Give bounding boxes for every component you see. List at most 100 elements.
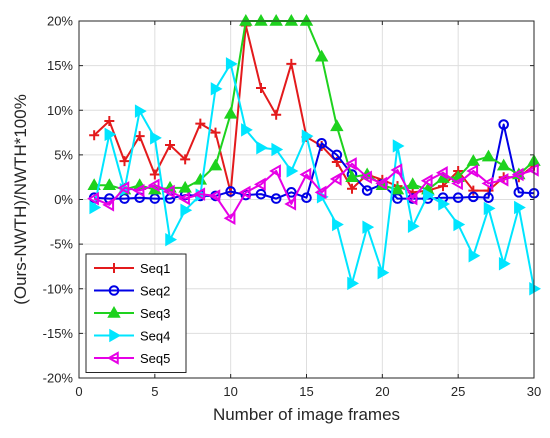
legend: Seq1 Seq2 Seq3 Seq4 Seq5 bbox=[85, 253, 187, 373]
data-point-seq4 bbox=[210, 82, 223, 96]
data-point-seq3 bbox=[314, 49, 329, 62]
legend-label: Seq2 bbox=[140, 284, 170, 299]
y-axis-title: (Ours-NWTH)/NWTH*100% bbox=[11, 94, 30, 305]
y-tick-label: -15% bbox=[43, 326, 74, 341]
data-point-seq5 bbox=[390, 163, 403, 177]
data-point-seq5 bbox=[511, 167, 524, 182]
data-point-seq3 bbox=[269, 13, 283, 26]
data-point-seq4 bbox=[407, 219, 420, 233]
data-point-seq5 bbox=[299, 167, 312, 182]
data-point-seq5 bbox=[375, 176, 388, 191]
data-point-seq5 bbox=[102, 198, 115, 212]
data-point-seq3 bbox=[102, 178, 117, 190]
series-seq5 bbox=[87, 157, 539, 225]
x-tick-label: 25 bbox=[451, 384, 465, 399]
data-point-seq2 bbox=[225, 186, 236, 197]
data-point-seq5 bbox=[526, 163, 539, 177]
data-point-seq4 bbox=[104, 127, 117, 142]
data-point-seq4 bbox=[332, 217, 344, 232]
data-point-seq4 bbox=[286, 164, 299, 178]
data-point-seq2 bbox=[331, 149, 343, 161]
legend-label: Seq3 bbox=[140, 306, 170, 321]
legend-label: Seq4 bbox=[140, 329, 170, 344]
data-point-seq5 bbox=[178, 191, 190, 206]
data-point-seq5 bbox=[451, 176, 463, 191]
data-point-seq1 bbox=[347, 183, 357, 194]
data-point-seq4 bbox=[256, 141, 269, 155]
y-tick-label: 15% bbox=[47, 58, 73, 73]
data-point-seq3 bbox=[239, 13, 253, 26]
data-point-seq3 bbox=[87, 178, 101, 190]
x-axis-title: Number of image frames bbox=[213, 405, 400, 424]
data-point-seq1 bbox=[210, 127, 221, 138]
data-point-seq1 bbox=[180, 154, 191, 165]
x-tick-label: 10 bbox=[223, 384, 237, 399]
data-point-seq5 bbox=[420, 174, 433, 188]
data-point-seq4 bbox=[514, 200, 526, 215]
data-point-seq3 bbox=[178, 180, 192, 193]
data-point-seq5 bbox=[162, 184, 175, 199]
x-tick-label: 20 bbox=[375, 384, 389, 399]
data-point-seq4 bbox=[301, 129, 314, 143]
x-tick-label: 15 bbox=[299, 384, 313, 399]
data-point-seq4 bbox=[225, 57, 238, 71]
data-point-seq4 bbox=[150, 131, 162, 145]
x-tick-label: 5 bbox=[151, 384, 158, 399]
data-point-seq5 bbox=[329, 172, 342, 186]
data-point-seq5 bbox=[481, 176, 494, 191]
data-point-seq2 bbox=[361, 185, 373, 196]
data-point-seq5 bbox=[193, 187, 206, 201]
data-point-seq3 bbox=[330, 119, 344, 132]
legend-swatch-marker bbox=[109, 263, 119, 273]
data-point-seq2 bbox=[483, 192, 494, 204]
data-point-seq5 bbox=[223, 211, 236, 225]
legend-swatch-marker bbox=[107, 305, 121, 318]
data-point-seq3 bbox=[481, 149, 496, 162]
data-point-seq1 bbox=[271, 109, 282, 120]
legend-item-seq1: Seq1 bbox=[94, 261, 170, 276]
data-point-seq5 bbox=[238, 185, 251, 200]
data-point-seq4 bbox=[134, 104, 147, 118]
data-point-seq4 bbox=[362, 220, 375, 234]
data-point-seq4 bbox=[529, 282, 542, 296]
data-point-seq3 bbox=[390, 182, 405, 195]
data-point-seq5 bbox=[253, 177, 266, 192]
y-tick-label: 0% bbox=[54, 192, 73, 207]
y-tick-label: 10% bbox=[47, 103, 73, 118]
legend-swatch-marker bbox=[109, 328, 122, 343]
data-point-seq3 bbox=[299, 13, 314, 26]
data-point-seq2 bbox=[270, 193, 282, 204]
data-point-seq4 bbox=[423, 188, 435, 202]
legend-swatch-marker bbox=[108, 285, 120, 296]
data-point-seq4 bbox=[377, 265, 390, 280]
data-point-seq1 bbox=[149, 169, 160, 180]
data-point-seq4 bbox=[468, 249, 481, 263]
legend-label: Seq5 bbox=[140, 351, 170, 366]
data-point-seq2 bbox=[301, 192, 312, 204]
data-point-seq5 bbox=[284, 197, 297, 211]
data-point-seq5 bbox=[405, 191, 418, 206]
series-layer bbox=[87, 13, 542, 296]
data-point-seq5 bbox=[208, 189, 221, 203]
data-point-seq1 bbox=[468, 185, 479, 196]
data-point-seq5 bbox=[117, 181, 130, 195]
x-tick-label: 30 bbox=[527, 384, 541, 399]
tick-labels: 0 5 10 15 20 25 30 -20% -15% -10% -5% 0% 5% 10% 15% 20% bbox=[43, 14, 542, 400]
data-point-seq5 bbox=[87, 191, 99, 206]
data-point-seq5 bbox=[496, 173, 509, 187]
data-point-seq3 bbox=[345, 170, 359, 182]
data-point-seq3 bbox=[496, 158, 511, 171]
data-point-seq4 bbox=[498, 257, 511, 271]
legend-swatch-marker bbox=[106, 351, 119, 365]
data-point-seq2 bbox=[316, 137, 327, 149]
y-tick-label: -20% bbox=[43, 371, 74, 386]
data-point-seq3 bbox=[208, 158, 223, 171]
legend-item-seq3: Seq3 bbox=[94, 305, 170, 321]
legend-item-seq4: Seq4 bbox=[94, 329, 170, 344]
data-point-seq1 bbox=[165, 140, 175, 151]
data-point-seq4 bbox=[241, 123, 253, 137]
data-point-seq3 bbox=[223, 106, 238, 119]
data-point-seq1 bbox=[286, 58, 297, 69]
data-point-seq4 bbox=[347, 276, 360, 291]
